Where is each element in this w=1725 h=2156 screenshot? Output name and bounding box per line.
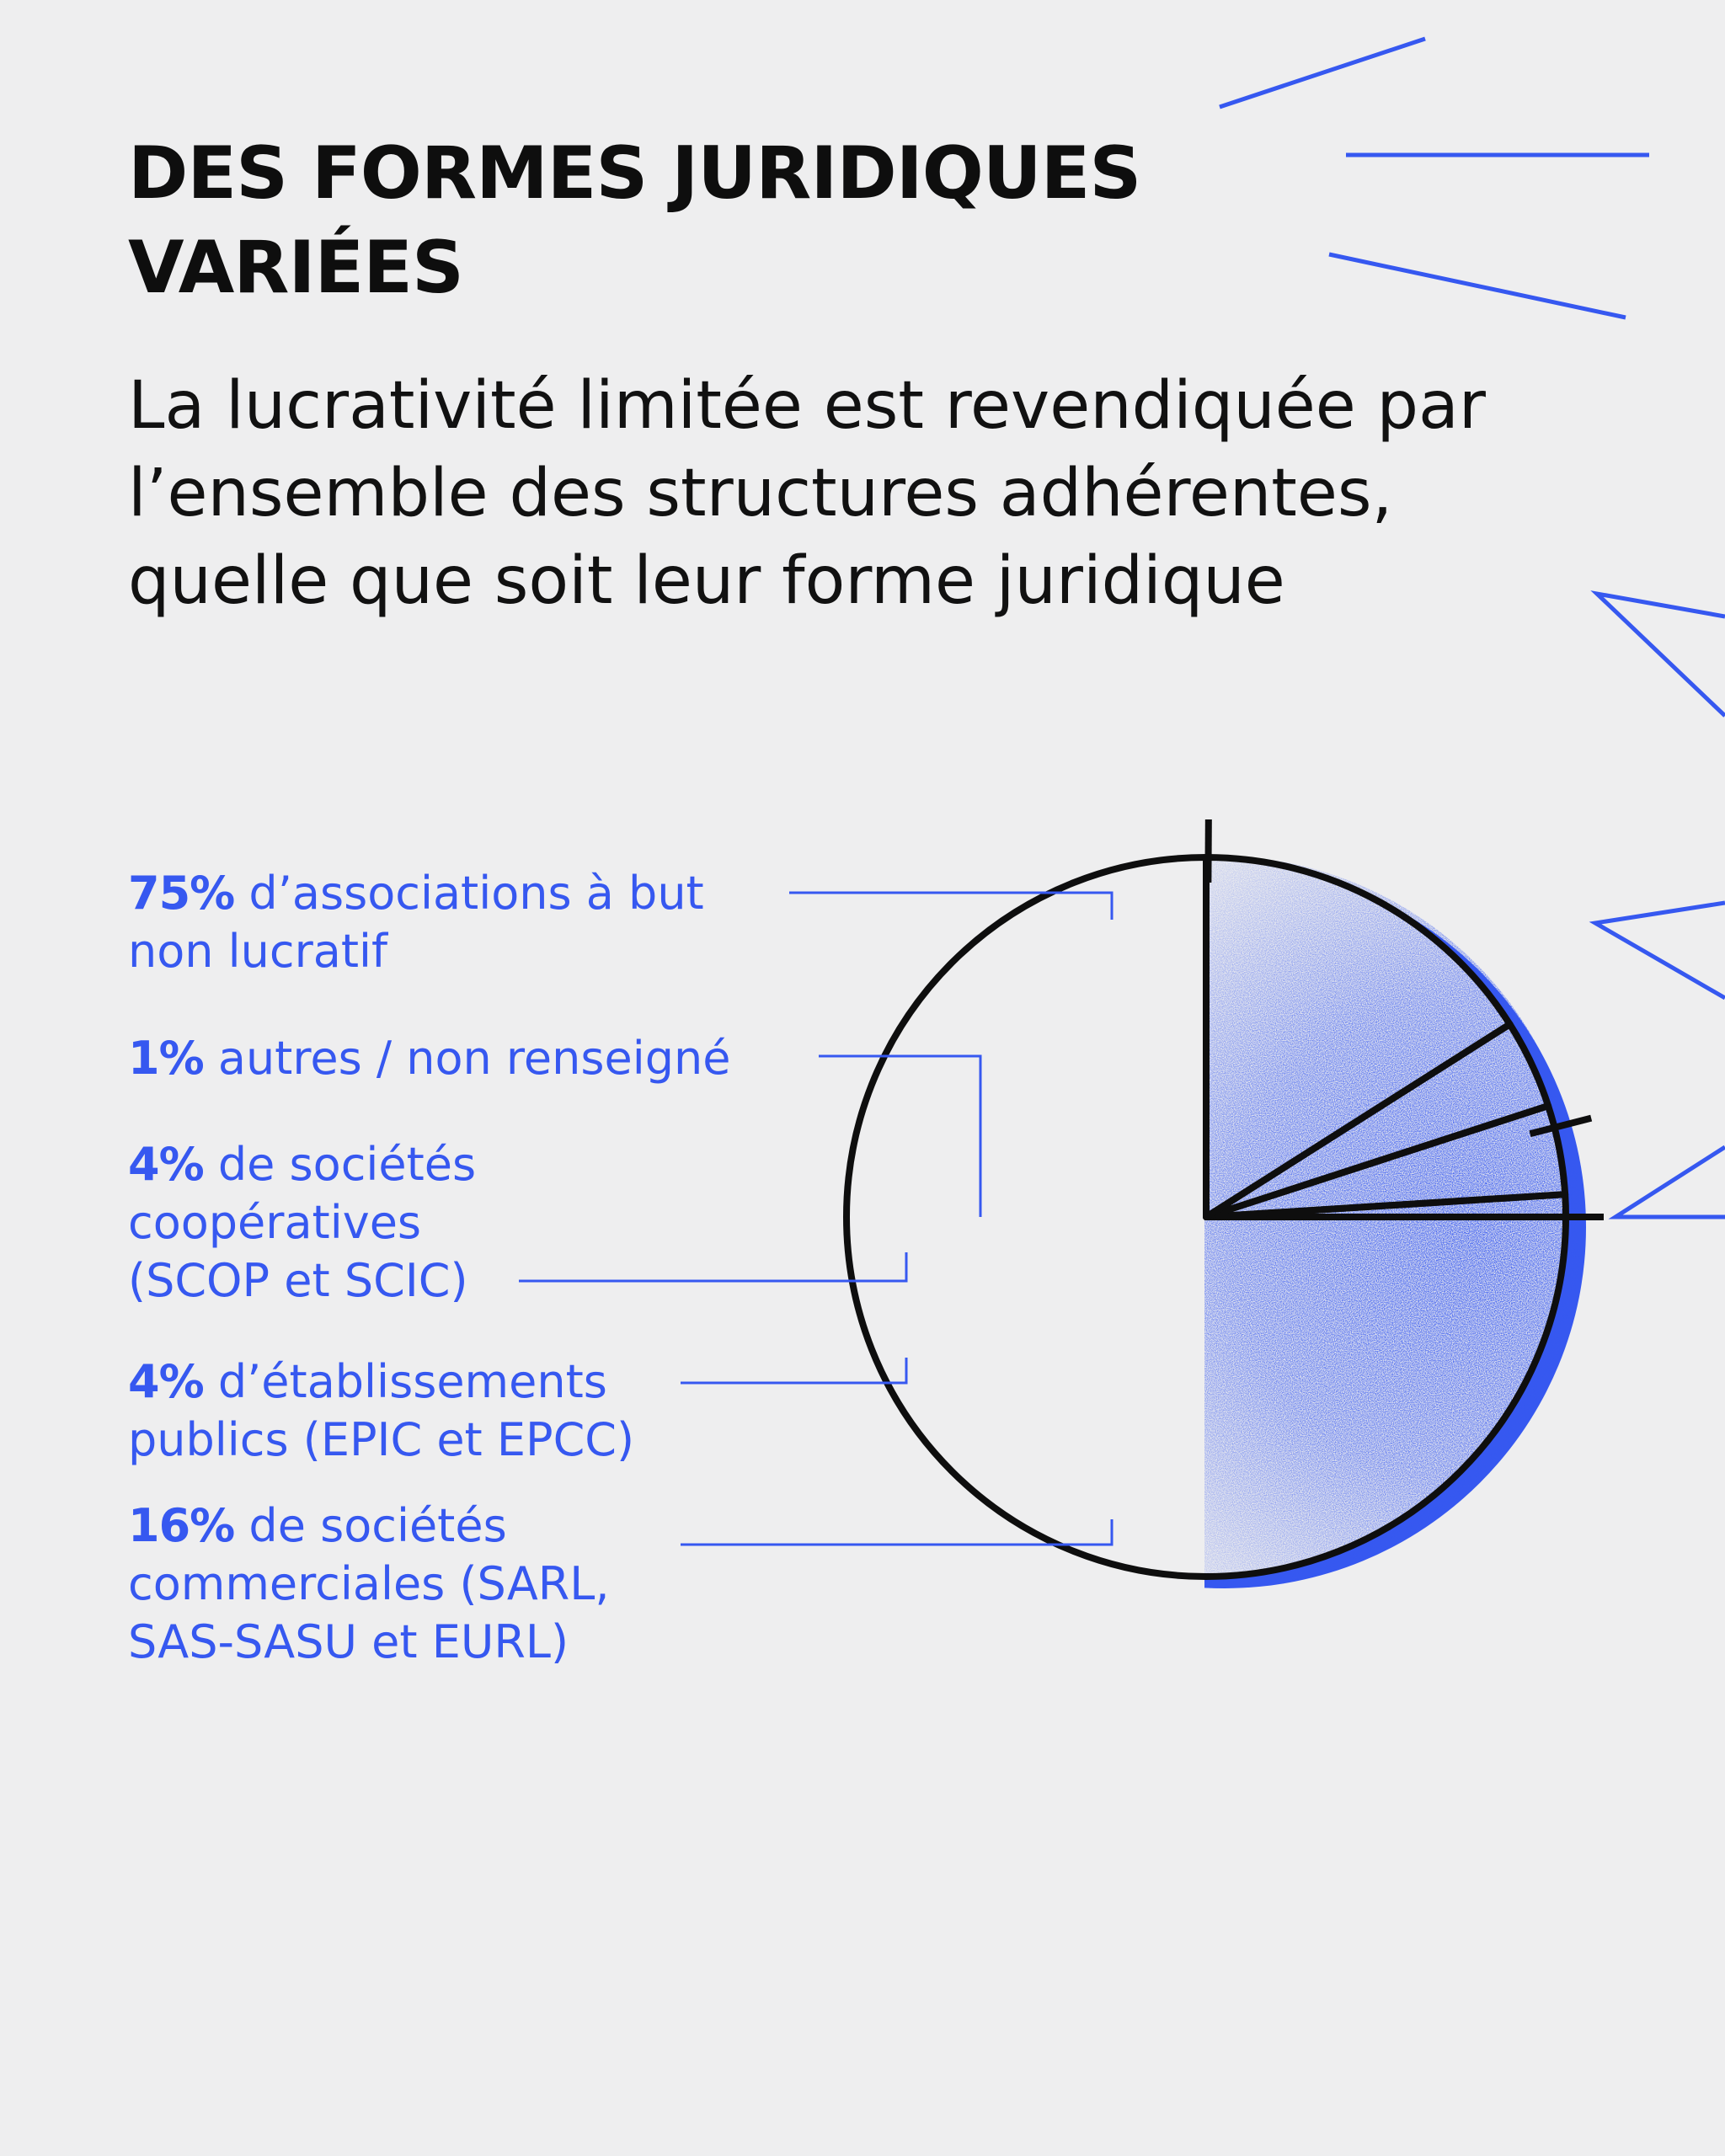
label-commerciales-text: de sociétés commerciales (SARL, SAS-SASU…: [128, 1499, 610, 1668]
deco-ray: [1219, 36, 1426, 109]
label-associations: 75% d’associations à but non lucratif: [128, 864, 785, 980]
label-cooperatives-text: de sociétés coopératives (SCOP et SCIC): [128, 1138, 477, 1307]
label-etablissements-text: d’établissements publics (EPIC et EPCC): [128, 1355, 635, 1466]
page-subtitle: La lucrativité limitée est revendiquée p…: [128, 368, 1486, 619]
label-autres: 1% autres / non renseigné: [128, 1029, 852, 1087]
label-associations-text: d’associations à but non lucratif: [128, 867, 704, 978]
page-title: DES FORMES JURIDIQUES VARIÉES: [128, 131, 1141, 310]
leader-line-1: [789, 891, 1114, 920]
label-associations-pct: 75%: [128, 867, 235, 920]
label-commerciales-pct: 16%: [128, 1499, 235, 1552]
deco-triangle: [1590, 590, 1725, 718]
pie-slice-5: [1203, 854, 1514, 1220]
deco-triangle: [1589, 900, 1725, 1001]
leader-line-3: [519, 1252, 908, 1283]
pie-boundary-tick: [1529, 1114, 1593, 1138]
label-autres-text: autres / non renseigné: [203, 1032, 731, 1085]
label-cooperatives: 4% de sociétés coopératives (SCOP et SCI…: [128, 1135, 566, 1310]
label-etablissements-pct: 4%: [128, 1355, 205, 1408]
label-cooperatives-pct: 4%: [128, 1138, 205, 1191]
deco-triangle: [1608, 1145, 1725, 1219]
leader-line-4: [681, 1358, 908, 1385]
label-commerciales: 16% de sociétés commerciales (SARL, SAS-…: [128, 1497, 709, 1671]
leader-line-5: [681, 1519, 1114, 1546]
label-etablissements: 4% d’établissements publics (EPIC et EPC…: [128, 1353, 734, 1469]
label-autres-pct: 1%: [128, 1032, 205, 1085]
pie-slice-1: [843, 854, 1569, 1580]
deco-ray: [1328, 252, 1626, 320]
leader-line-2: [819, 1054, 982, 1217]
